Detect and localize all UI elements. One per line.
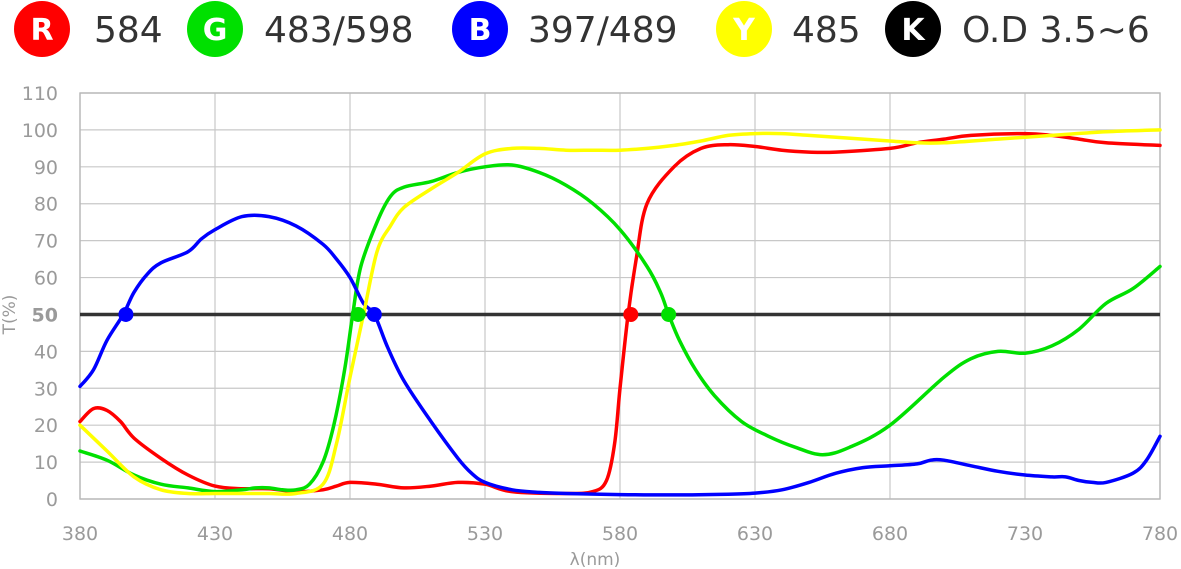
y-tick-label: 20 bbox=[34, 415, 58, 437]
legend-value-r: 584 bbox=[94, 10, 163, 51]
marker-point bbox=[366, 306, 382, 322]
legend-item-b: B 397/489 bbox=[452, 1, 678, 57]
legend: R 584 G 483/598 B 397/489 Y 485 K O.D 3.5~6 bbox=[14, 1, 1150, 57]
x-tick-label: 580 bbox=[602, 523, 638, 545]
legend-badge-k bbox=[885, 1, 941, 57]
y-tick-label: 100 bbox=[22, 120, 58, 142]
y-axis-label: T(%) bbox=[0, 295, 20, 336]
marker-point bbox=[661, 306, 677, 322]
grid bbox=[79, 92, 1161, 500]
marker-point bbox=[118, 306, 134, 322]
tick-labels: 0 10 20 30 40 50 60 70 80 90 100 110 380 430 480 530 580… bbox=[22, 83, 1178, 545]
legend-badge-r bbox=[14, 1, 70, 57]
legend-value-b: 397/489 bbox=[528, 10, 678, 51]
legend-item-k: K O.D 3.5~6 bbox=[885, 1, 1150, 57]
legend-badge-b bbox=[452, 1, 508, 57]
legend-item-r: R 584 bbox=[14, 1, 163, 57]
x-axis-label: λ(nm) bbox=[570, 550, 621, 569]
y-tick-label: 0 bbox=[46, 489, 58, 511]
y-tick-label: 50 bbox=[32, 304, 58, 326]
x-tick-label: 680 bbox=[872, 523, 908, 545]
legend-letter-y: Y bbox=[732, 13, 756, 48]
y-tick-label: 60 bbox=[34, 268, 58, 290]
x-tick-label: 430 bbox=[197, 523, 233, 545]
marker-point bbox=[350, 306, 366, 322]
x-tick-label: 480 bbox=[332, 523, 368, 545]
y-tick-label: 110 bbox=[22, 83, 58, 105]
y-tick-label: 70 bbox=[34, 231, 58, 253]
plot-frame bbox=[79, 92, 1161, 500]
x-tick-label: 630 bbox=[737, 523, 773, 545]
y-tick-label: 80 bbox=[34, 194, 58, 216]
series-line-y bbox=[78, 128, 1162, 496]
x-tick-label: 730 bbox=[1007, 523, 1043, 545]
y-tick-label: 40 bbox=[34, 341, 58, 363]
legend-letter-g: G bbox=[203, 13, 228, 48]
legend-letter-k: K bbox=[901, 13, 926, 48]
markers bbox=[118, 306, 677, 322]
legend-item-y: Y 485 bbox=[716, 1, 861, 57]
series-group bbox=[78, 128, 1162, 497]
legend-value-g: 483/598 bbox=[264, 10, 414, 51]
legend-value-y: 485 bbox=[792, 10, 861, 51]
y-tick-label: 10 bbox=[34, 452, 58, 474]
legend-letter-b: B bbox=[469, 13, 492, 48]
y-tick-label: 90 bbox=[34, 157, 58, 179]
x-tick-label: 380 bbox=[62, 523, 98, 545]
legend-badge-y bbox=[716, 1, 772, 57]
legend-value-k: O.D 3.5~6 bbox=[962, 10, 1150, 51]
x-tick-label: 530 bbox=[467, 523, 503, 545]
legend-badge-g bbox=[187, 1, 243, 57]
series-line-g bbox=[78, 162, 1162, 494]
series-line-b bbox=[78, 213, 1162, 497]
y-tick-label: 30 bbox=[34, 378, 58, 400]
legend-item-g: G 483/598 bbox=[187, 1, 414, 57]
x-tick-label: 780 bbox=[1142, 523, 1178, 545]
legend-letter-r: R bbox=[30, 13, 53, 48]
marker-point bbox=[623, 306, 639, 322]
